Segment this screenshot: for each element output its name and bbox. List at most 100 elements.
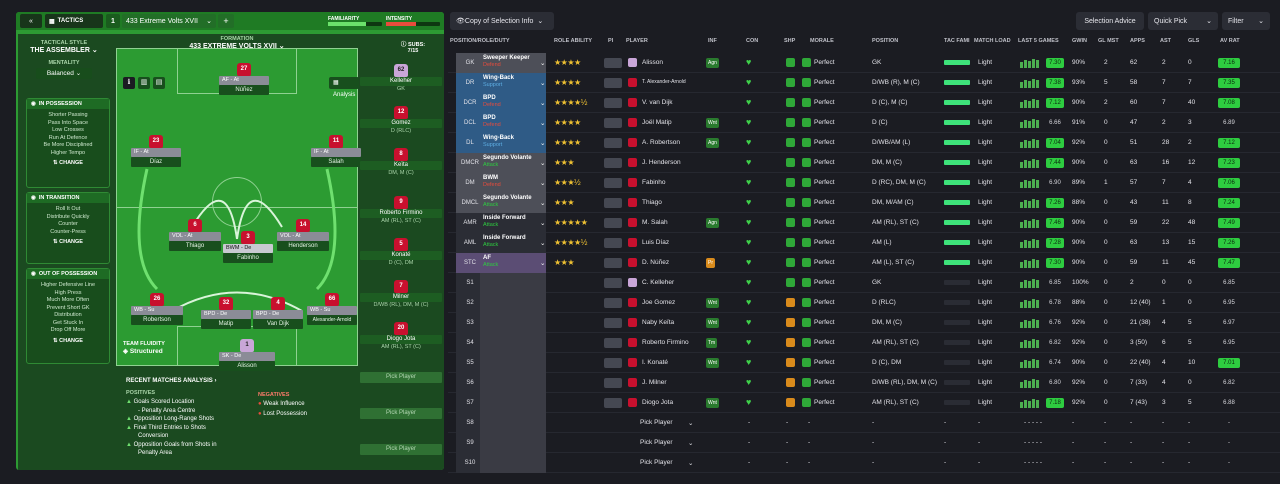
player-instructions-icon[interactable] <box>604 238 622 248</box>
col-inf[interactable]: INF <box>708 38 717 44</box>
role-selector[interactable]: Wing-Back Support <box>480 73 546 93</box>
selection-advice-button[interactable]: Selection Advice <box>1076 12 1144 30</box>
col-match-load[interactable]: MATCH LOAD <box>974 38 1011 44</box>
role-selector[interactable]: Segundo Volante Attack <box>480 153 546 173</box>
table-row[interactable]: S2 Joe Gomez Wnt ♥ Perfect D (RLC) Light 6.78 88… <box>448 293 1280 313</box>
col-pi[interactable]: PI <box>608 38 614 44</box>
player-token-thiago[interactable]: 6 VOL - At Thiago <box>169 219 221 251</box>
player-name[interactable]: Pick Player <box>640 439 673 446</box>
player-instructions-icon[interactable] <box>604 58 622 68</box>
info-view-icon[interactable]: ℹ <box>123 77 135 89</box>
chevron-down-icon[interactable]: ⌄ <box>540 260 546 267</box>
player-name[interactable]: Thiago <box>642 199 662 206</box>
pick-player-slot[interactable]: Pick Player <box>360 408 442 419</box>
chevron-down-icon[interactable]: ⌄ <box>688 420 694 427</box>
col-player[interactable]: PLAYER <box>626 38 648 44</box>
formation-selector[interactable]: 433 EXTREME VOLTS XVII ⌄ <box>189 43 285 50</box>
table-row[interactable]: DMCL Segundo Volante Attack ⌄ ★★★ Thiago ♥ Perf… <box>448 193 1280 213</box>
col-role-ability[interactable]: ROLE ABILITY <box>554 38 592 44</box>
player-instructions-icon[interactable] <box>604 138 622 148</box>
player-name[interactable]: Alisson <box>642 59 663 66</box>
player-name[interactable]: C. Kelleher <box>642 279 675 286</box>
player-name[interactable]: Pick Player <box>640 459 673 466</box>
chevron-down-icon[interactable]: ⌄ <box>688 440 694 447</box>
tactics-tab[interactable]: ▦ TACTICS <box>45 14 103 28</box>
table-row[interactable]: S3 Naby Keïta Wnt ♥ Perfect DM, M (C) Light 6.7… <box>448 313 1280 333</box>
table-row[interactable]: S5 I. Konaté Wnt ♥ Perfect D (C), DM Light 6.74… <box>448 353 1280 373</box>
sub-gomez[interactable]: 12 Gomez D (RLC) <box>360 106 442 134</box>
col-morale[interactable]: MORALE <box>810 38 834 44</box>
player-name[interactable]: J. Milner <box>642 379 667 386</box>
player-token-diaz[interactable]: 23 IF - At Díaz <box>131 135 181 167</box>
chevron-down-icon[interactable]: ⌄ <box>540 180 546 187</box>
chevron-down-icon[interactable]: ⌄ <box>688 460 694 467</box>
role-selector[interactable]: Sweeper Keeper Defend <box>480 53 546 73</box>
player-name[interactable]: V. van Dijk <box>642 99 673 106</box>
table-row[interactable]: DR Wing-Back Support ⌄ ★★★★ T. Alexander-Arno… <box>448 73 1280 93</box>
table-row[interactable]: DCL BPD Defend ⌄ ★★★★ Joël Matip Wnt ♥ Perfect D … <box>448 113 1280 133</box>
chevron-down-icon[interactable]: ⌄ <box>540 160 546 167</box>
copy-selection-info-button[interactable]: 👁 Copy of Selection Info ⌄ <box>450 12 554 30</box>
chevron-down-icon[interactable]: ⌄ <box>540 60 546 67</box>
sub-milner[interactable]: 7 Milner D/WB (RL), DM, M (C) <box>360 280 442 308</box>
in-possession-change-button[interactable]: ⇅ CHANGE <box>27 160 109 166</box>
chevron-down-icon[interactable]: ⌄ <box>540 100 546 107</box>
player-instructions-icon[interactable] <box>604 198 622 208</box>
player-token-alisson[interactable]: 1 SK - De Alisson <box>219 339 275 371</box>
player-name[interactable]: D. Núñez <box>642 259 670 266</box>
player-name[interactable]: Diogo Jota <box>642 399 674 406</box>
player-instructions-icon[interactable] <box>604 278 622 288</box>
add-tactic-button[interactable]: + <box>218 14 234 28</box>
table-row[interactable]: STC AF Attack ⌄ ★★★ D. Núñez Pr ♥ Perfect AM (L),… <box>448 253 1280 273</box>
table-row[interactable]: S8 Pick Player ⌄ - - - - - - - - - - - - - - - - - <box>448 413 1280 433</box>
col-gl-mst[interactable]: GL MST <box>1098 38 1119 44</box>
player-token-fabinho[interactable]: 3 BWM - De Fabinho <box>223 231 273 263</box>
player-name[interactable]: Joël Matip <box>642 119 672 126</box>
role-selector[interactable]: BWM Defend <box>480 173 546 193</box>
table-row[interactable]: GK Sweeper Keeper Defend ⌄ ★★★★ Alisson Agn ♥ Pe… <box>448 53 1280 73</box>
player-name[interactable]: Luis Díaz <box>642 239 670 246</box>
col-position-role[interactable]: POSITION/ROLE/DUTY <box>450 38 510 44</box>
quick-pick-button[interactable]: Quick Pick ⌄ <box>1148 12 1218 30</box>
filter-button[interactable]: Filter ⌄ <box>1222 12 1270 30</box>
chevron-down-icon[interactable]: ⌄ <box>540 80 546 87</box>
col-con[interactable]: CON <box>746 38 759 44</box>
player-name[interactable]: A. Robertson <box>642 139 680 146</box>
player-instructions-icon[interactable] <box>604 78 622 88</box>
mentality-select[interactable]: Balanced ⌄ <box>36 68 92 79</box>
in-transition-change-button[interactable]: ⇅ CHANGE <box>27 239 109 245</box>
sub-firmino[interactable]: 9 Roberto Firmino AM (RL), ST (C) <box>360 196 442 224</box>
player-token-matip[interactable]: 32 BPD - De Matip <box>201 297 251 329</box>
player-name[interactable]: T. Alexander-Arnold <box>642 79 686 85</box>
role-selector[interactable]: BPD Defend <box>480 93 546 113</box>
table-row[interactable]: S6 J. Milner ♥ Perfect D/WB (RL), DM, M (C) L… <box>448 373 1280 393</box>
out-of-possession-change-button[interactable]: ⇅ CHANGE <box>27 338 109 344</box>
analysis-button[interactable]: ▦ Analysis <box>329 77 360 98</box>
player-instructions-icon[interactable] <box>604 398 622 408</box>
player-token-robertson[interactable]: 26 WB - Su Robertson <box>131 293 183 325</box>
chevron-down-icon[interactable]: ⌄ <box>540 120 546 127</box>
chart-view-icon[interactable]: ▥ <box>138 77 150 89</box>
pick-player-slot[interactable]: Pick Player <box>360 372 442 383</box>
player-instructions-icon[interactable] <box>604 338 622 348</box>
player-instructions-icon[interactable] <box>604 318 622 328</box>
col-shp[interactable]: SHP <box>784 38 796 44</box>
chevron-down-icon[interactable]: ⌄ <box>540 220 546 227</box>
tactic-slot-number[interactable]: 1 <box>106 14 120 28</box>
player-name[interactable]: Roberto Firmino <box>642 339 689 346</box>
player-token-van-dijk[interactable]: 4 BPD - De Van Dijk <box>253 297 303 329</box>
player-token-nunez[interactable]: 27 AF - At Núñez <box>219 63 269 95</box>
player-instructions-icon[interactable] <box>604 258 622 268</box>
table-row[interactable]: AMR Inside Forward Attack ⌄ ★★★★★ M. Salah Agn… <box>448 213 1280 233</box>
role-selector[interactable]: AF Attack <box>480 253 546 273</box>
col-tac-fam[interactable]: TAC FAMI <box>944 38 970 44</box>
table-row[interactable]: DM BWM Defend ⌄ ★★★½ Fabinho ♥ Perfect D (RC), D… <box>448 173 1280 193</box>
player-name[interactable]: I. Konaté <box>642 359 669 366</box>
table-row[interactable]: S7 Diogo Jota Wnt ♥ Perfect AM (RL), ST (C) Li… <box>448 393 1280 413</box>
table-row[interactable]: DCR BPD Defend ⌄ ★★★★½ V. van Dijk ♥ Perfect D (… <box>448 93 1280 113</box>
chevron-down-icon[interactable]: ⌄ <box>540 240 546 247</box>
player-instructions-icon[interactable] <box>604 178 622 188</box>
table-row[interactable]: DMCR Segundo Volante Attack ⌄ ★★★ J. Henderso… <box>448 153 1280 173</box>
table-row[interactable]: S4 Roberto Firmino Tm ♥ Perfect AM (RL), ST (… <box>448 333 1280 353</box>
player-name[interactable]: Pick Player <box>640 419 673 426</box>
